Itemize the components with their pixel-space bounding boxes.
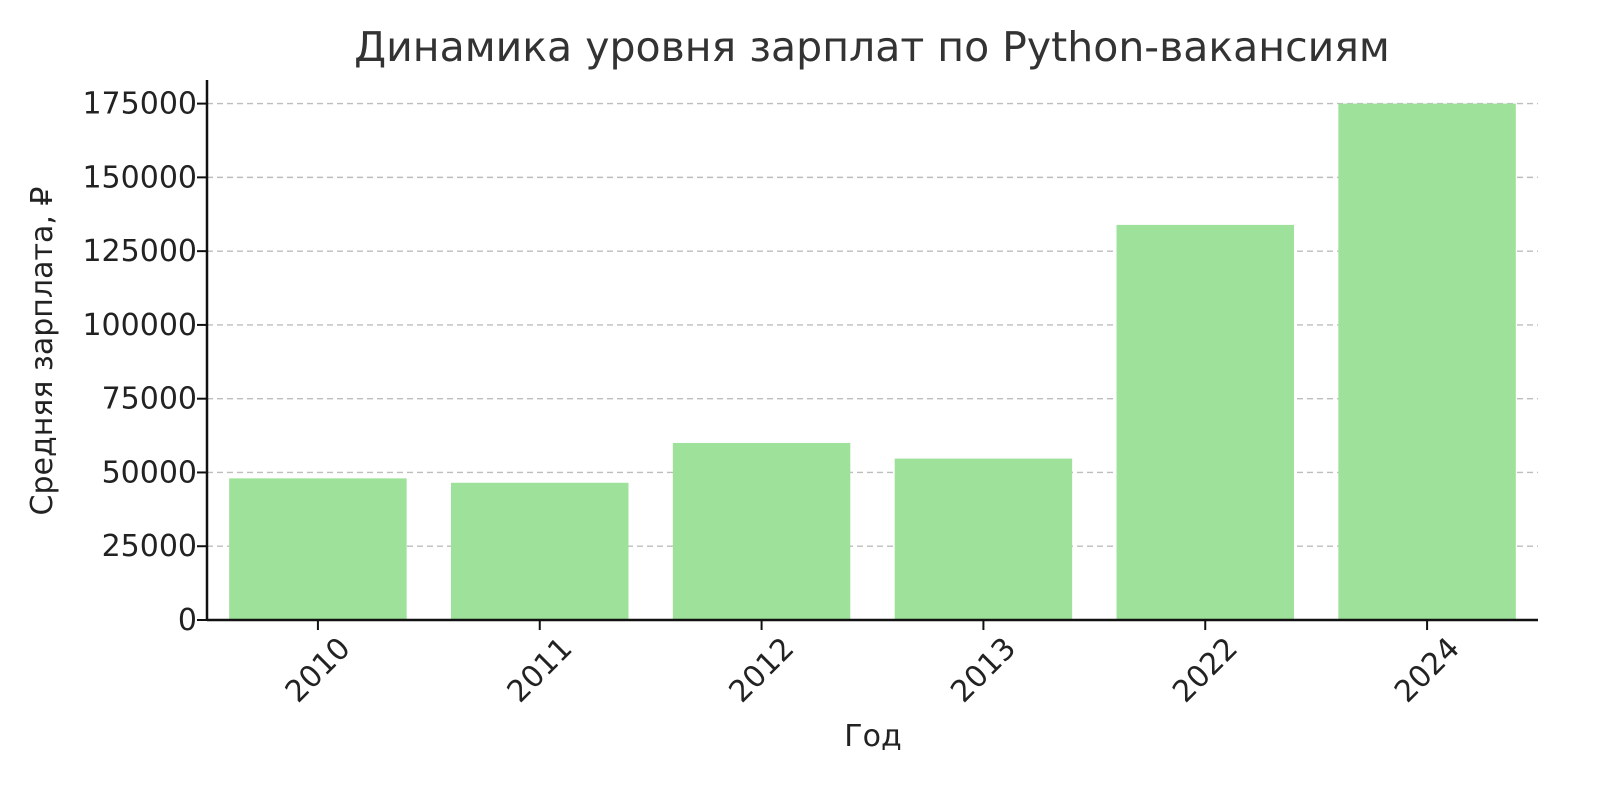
bar-2013 — [894, 458, 1073, 620]
y-tick-label: 0 — [178, 603, 197, 638]
y-tick-label: 25000 — [102, 529, 197, 564]
y-tick-label: 175000 — [82, 87, 197, 122]
y-axis-label: Средняя зарплата, ₽ — [25, 186, 60, 515]
x-axis-label: Год — [844, 719, 901, 754]
y-tick-label: 150000 — [82, 160, 197, 195]
bar-2012 — [672, 442, 851, 620]
bars-layer — [229, 103, 1516, 620]
x-tick-label-2012: 2012 — [722, 631, 801, 710]
y-tick-label: 125000 — [82, 234, 197, 269]
bar-2024 — [1338, 103, 1516, 620]
bar-2010 — [229, 478, 407, 620]
gridlines — [207, 102, 1538, 547]
bar-2011 — [451, 482, 629, 620]
y-tick-label: 75000 — [102, 382, 197, 417]
y-tick-label: 50000 — [102, 455, 197, 490]
y-axis-ticks: 0 25000 50000 75000 100000 125000 150000 175000 — [82, 87, 207, 638]
x-tick-label-2013: 2013 — [944, 631, 1023, 710]
bar-2022 — [1116, 224, 1294, 620]
x-tick-label-2011: 2011 — [501, 631, 580, 710]
y-tick-label: 100000 — [82, 308, 197, 343]
chart-title: Динамика уровня зарплат по Python-ваканс… — [354, 23, 1390, 71]
x-axis-ticks: 2010 2011 2012 2013 2022 2024 — [279, 620, 1467, 710]
x-tick-label-2024: 2024 — [1388, 631, 1467, 710]
x-tick-label-2010: 2010 — [279, 631, 358, 710]
x-tick-label-2022: 2022 — [1166, 631, 1245, 710]
